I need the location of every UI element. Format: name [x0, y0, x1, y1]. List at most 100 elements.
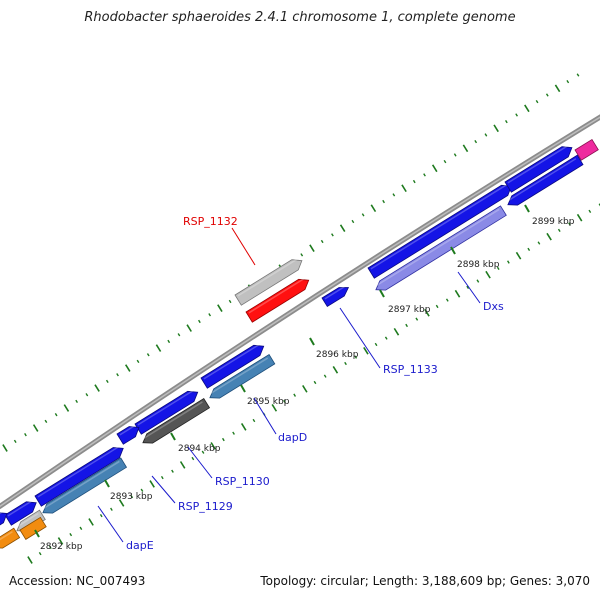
gc-tick	[302, 385, 308, 393]
gene-label[interactable]: RSP_1129	[178, 500, 233, 513]
gene-rsp1130	[142, 397, 211, 444]
chromosome-backbone	[0, 114, 600, 510]
gc-tick	[116, 373, 119, 377]
kbp-tick	[170, 432, 176, 441]
gene-label[interactable]: Dxs	[483, 300, 504, 313]
gc-tick	[232, 431, 235, 435]
gc-tick	[393, 327, 400, 336]
gc-tick	[118, 499, 125, 507]
gc-tick	[405, 323, 408, 328]
gc-tick	[293, 393, 297, 397]
gc-tick	[332, 365, 339, 374]
gc-tick	[415, 317, 419, 321]
kbp-scale: 2892 kbp 2893 kbp 2894 kbp 2895 kbp 2896 kbp…	[34, 204, 575, 552]
gc-tick	[576, 213, 583, 222]
gene-pink	[574, 138, 599, 161]
gc-tick	[136, 359, 140, 364]
gc-tick	[504, 119, 508, 124]
gc-tick	[557, 228, 561, 233]
gene-forward-6-highlight	[37, 446, 119, 498]
callout-line	[151, 475, 176, 504]
gc-content-track-outer	[2, 73, 580, 452]
gc-tick	[252, 418, 256, 423]
gc-tick	[507, 260, 510, 264]
gc-tick	[435, 304, 439, 309]
kbp-tick	[34, 529, 40, 538]
gc-tick	[496, 266, 500, 271]
gene-rsp1132	[245, 278, 310, 323]
gene-label[interactable]: RSP_1132	[183, 215, 238, 228]
gene-label[interactable]: dapE	[126, 539, 154, 552]
gc-tick	[313, 380, 317, 385]
gc-tick	[370, 204, 377, 213]
gc-tick	[198, 319, 201, 324]
gene-forward-1-highlight	[370, 183, 508, 270]
gc-tick	[201, 450, 205, 454]
gc-tick	[79, 526, 83, 530]
gc-tick	[186, 324, 192, 332]
gc-tick	[431, 164, 438, 173]
gc-tick	[566, 80, 570, 84]
gene-forward-2-highlight	[507, 145, 568, 184]
kbp-label: 2892 kbp	[40, 542, 83, 552]
gc-tick	[300, 253, 304, 257]
gc-tick	[240, 423, 247, 431]
gc-tick	[44, 419, 48, 424]
gc-tick	[24, 433, 27, 437]
gene-forward-5	[116, 426, 140, 445]
gc-tick	[309, 244, 315, 253]
gene-forward-3-highlight	[203, 344, 260, 380]
gc-tick	[424, 308, 430, 317]
gene-dxs	[375, 205, 507, 291]
gc-tick	[344, 361, 347, 366]
gene-label[interactable]: dapD	[278, 431, 307, 444]
gc-tick	[339, 224, 346, 233]
gene-forward-4	[134, 390, 199, 435]
gc-tick	[167, 339, 171, 344]
gc-tick	[527, 247, 531, 252]
kbp-tick	[104, 479, 110, 488]
gc-tick	[412, 179, 416, 184]
gc-tick	[524, 104, 530, 113]
gene-label[interactable]: RSP_1130	[215, 475, 270, 488]
gc-tick	[546, 232, 552, 241]
gc-tick	[105, 379, 109, 384]
gc-tick	[331, 233, 334, 237]
gc-tick	[474, 139, 478, 144]
gene-forward-5-highlight	[119, 425, 135, 436]
gc-tick	[545, 93, 549, 97]
gc-tick	[54, 413, 58, 417]
gc-tick	[351, 219, 355, 224]
gc-tick	[476, 279, 480, 283]
gc-tick	[320, 239, 324, 244]
callout-line	[339, 307, 381, 369]
kbp-tick	[524, 204, 530, 213]
gc-tick	[217, 304, 223, 312]
gc-tick	[222, 437, 225, 442]
gene-dxs-highlight	[375, 208, 500, 287]
gc-tick	[38, 552, 42, 556]
gc-tick	[124, 364, 131, 372]
gc-tick	[484, 133, 488, 137]
gc-tick	[88, 518, 94, 526]
kbp-label: 2894 kbp	[178, 444, 221, 454]
kbp-tick	[379, 289, 385, 298]
gc-tick	[568, 222, 571, 226]
map-title: Rhodobacter sphaeroides 2.4.1 chromosome…	[84, 10, 516, 25]
callout-line	[187, 446, 213, 479]
gc-tick	[191, 456, 195, 461]
gene-rsp1130-highlight	[142, 401, 203, 440]
gc-tick	[179, 461, 186, 469]
gc-tick	[177, 333, 181, 337]
gc-tick	[160, 475, 164, 480]
gene-gray-highlight	[237, 258, 298, 297]
gene-orange	[0, 527, 21, 549]
gene-forward-6	[34, 447, 124, 507]
gene-label[interactable]: RSP_1133	[383, 363, 438, 376]
gc-tick	[208, 313, 212, 317]
gene-rsp1132-highlight	[248, 278, 305, 314]
gene-orange-highlight	[0, 531, 13, 541]
gc-tick	[155, 344, 162, 352]
gc-tick	[130, 494, 134, 499]
